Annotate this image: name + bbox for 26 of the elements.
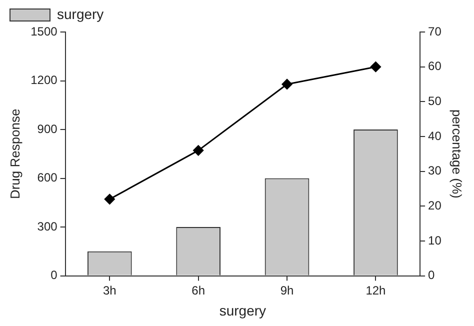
y-tick-label: 1500 — [30, 24, 58, 38]
point — [193, 145, 204, 156]
y2-tick-label: 40 — [428, 128, 442, 143]
x-axis-title: surgery — [219, 302, 266, 318]
y2-axis-title: percentage (%) — [450, 109, 465, 198]
x-tick-label: 9h — [280, 283, 294, 298]
y-axis-title: Drug Response — [7, 108, 22, 200]
y2-tick-label: 0 — [428, 268, 436, 282]
y2-tick-label: 70 — [428, 24, 442, 38]
y-tick-label: 600 — [37, 170, 58, 185]
y-tick-label: 900 — [37, 122, 58, 136]
y2-tick-label: 60 — [428, 59, 442, 74]
x-tick-label: 12h — [366, 283, 386, 298]
y2-tick-label: 10 — [428, 233, 442, 248]
point — [370, 62, 381, 72]
point — [104, 194, 115, 204]
legend-label: surgery — [57, 6, 104, 22]
y2-tick-label: 20 — [428, 198, 442, 212]
x-tick-label: 6h — [192, 283, 206, 298]
y-tick-label: 0 — [50, 268, 58, 282]
y-tick-label: 1200 — [30, 73, 58, 88]
y-tick-label: 300 — [37, 219, 58, 234]
y2-tick-label: 30 — [428, 164, 442, 178]
x-tick-label: 3h — [102, 283, 116, 298]
point — [282, 78, 292, 90]
y2-tick-label: 50 — [428, 94, 442, 108]
